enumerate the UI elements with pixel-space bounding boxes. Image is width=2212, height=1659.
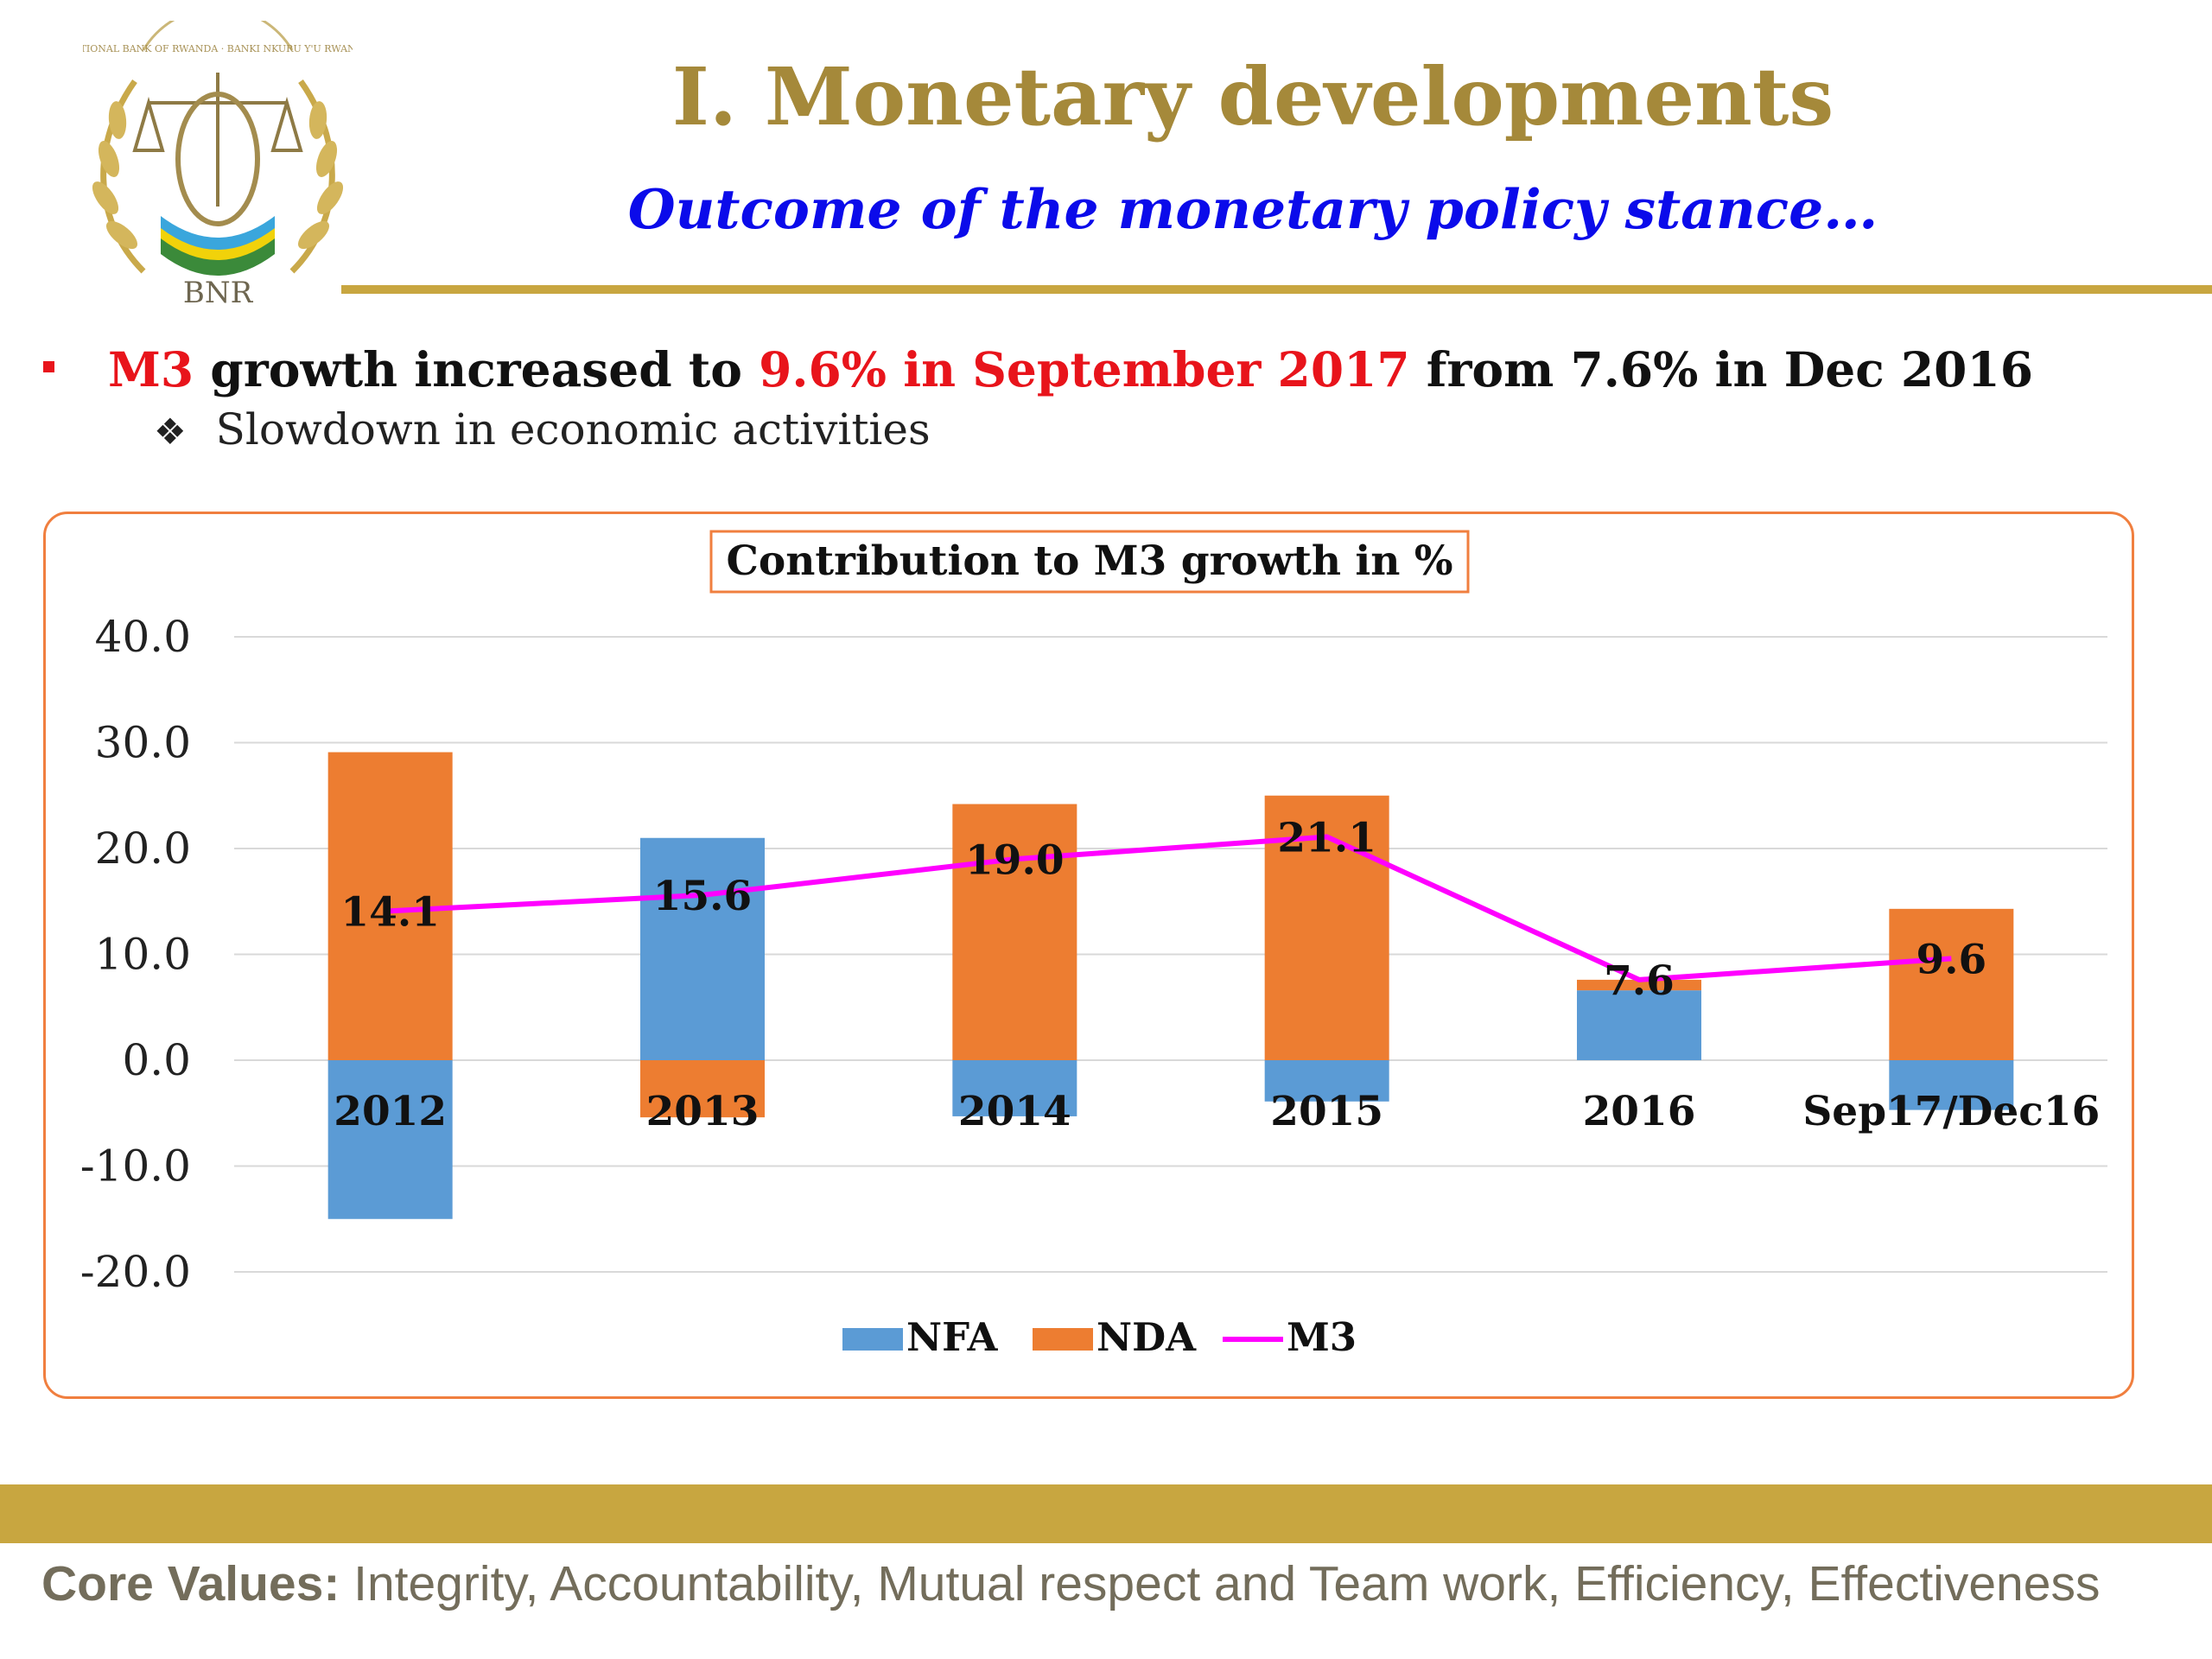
logo-text: BNR [183,276,254,310]
y-tick-label: 30.0 [95,718,191,768]
bar-nda-2 [952,804,1077,1060]
m3-data-label: 15.6 [653,873,752,920]
y-tick-label: 10.0 [95,930,191,980]
bar-nfa-0 [327,1060,453,1219]
bnr-logo: NATIONAL BANK OF RWANDA · BANKI NKURU Y'… [83,21,353,310]
m3-data-label: 21.1 [1277,815,1376,862]
diamond-bullet-icon: ❖ [154,410,187,453]
y-tick-label: -10.0 [80,1141,191,1192]
logo-ring-text: NATIONAL BANK OF RWANDA · BANKI NKURU Y'… [83,43,353,54]
page-title: I. Monetary developments [671,50,1834,143]
bullet-highlight: 9.6% in September 2017 [759,341,1410,397]
sub-bullet: ❖ Slowdown in economic activities [154,404,931,454]
m3-data-label: 19.0 [965,836,1064,884]
legend-swatch-nfa [842,1328,903,1351]
legend-label-nda: NDA [1096,1314,1197,1360]
y-tick-label: 40.0 [95,612,191,662]
x-tick-label: 2015 [1270,1088,1383,1135]
x-tick-label: 2016 [1583,1088,1696,1135]
m3-data-label: 7.6 [1604,957,1675,1005]
bar-nfa-1 [640,837,765,1060]
legend-swatch-nda [1033,1328,1093,1351]
legend-label-nfa: NFA [906,1314,998,1360]
footer-core-values: Core Values: Integrity, Accountability, … [41,1555,2100,1612]
y-tick-label: 20.0 [95,823,191,874]
bullet-text-2: from 7.6% in Dec 2016 [1409,341,2033,397]
chart-title: Contribution to M3 growth in % [727,537,1453,585]
page-subtitle: Outcome of the monetary policy stance… [627,177,1878,241]
x-tick-label: 2014 [958,1088,1071,1135]
chart-title-box [709,530,1470,594]
bullet-text-1: growth increased to [194,341,760,397]
x-tick-label: Sep17/Dec16 [1802,1088,2100,1135]
footer-label: Core Values: [41,1556,340,1611]
m3-data-label: 14.1 [340,888,439,936]
footer-band [0,1484,2212,1543]
bar-nfa-5 [1889,1060,2014,1110]
bar-nda-4 [1577,979,1701,991]
y-tick-label: 0.0 [122,1035,191,1085]
bar-nfa-2 [952,1060,1077,1116]
sub-bullet-text: Slowdown in economic activities [215,404,931,454]
m3-line [390,834,1952,982]
legend-label-m3: M3 [1287,1314,1357,1360]
bar-nfa-3 [1264,1060,1389,1102]
bar-nda-0 [327,752,453,1060]
footer-values: Integrity, Accountability, Mutual respec… [340,1556,2101,1611]
bullet-square-icon [43,361,54,373]
bar-nfa-4 [1577,990,1701,1060]
logo-ring-arc [142,21,294,51]
x-tick-label: 2012 [334,1088,447,1135]
main-bullet: M3 growth increased to 9.6% in September… [43,341,2033,397]
chart-container: Contribution to M3 growth in % 40.0 30.0 20… [43,512,2134,1399]
bar-nda-5 [1889,908,2014,1060]
bullet-m3: M3 [108,341,194,397]
m3-contribution-chart: Contribution to M3 growth in % 40.0 30.0 20… [80,530,2107,1360]
m3-data-label: 9.6 [1916,936,1986,983]
x-tick-label: 2013 [646,1088,760,1135]
header-divider [341,285,2212,294]
y-tick-label: -20.0 [80,1247,191,1297]
bar-nda-1 [640,1060,765,1118]
